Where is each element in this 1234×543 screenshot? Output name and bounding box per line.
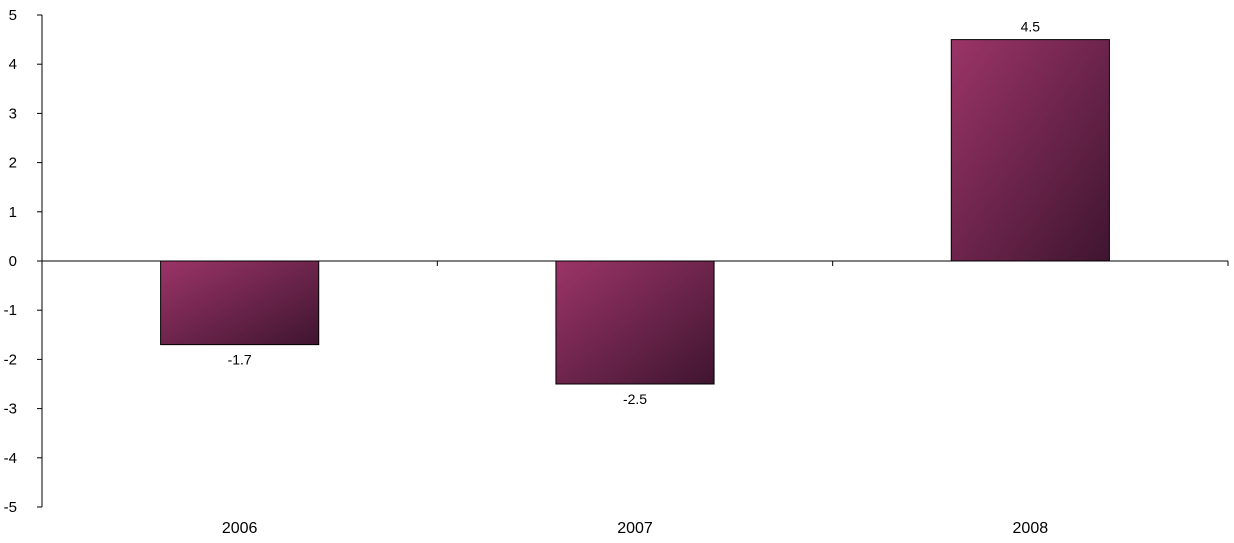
y-tick-label: 5 bbox=[9, 7, 17, 24]
y-tick-label: 1 bbox=[9, 204, 17, 221]
x-tick-label-2007: 2007 bbox=[617, 520, 653, 537]
bars bbox=[160, 39, 1110, 385]
y-tick-label: -1 bbox=[4, 302, 17, 319]
y-tick-label: -5 bbox=[4, 499, 17, 516]
y-tick-label: -4 bbox=[4, 450, 17, 467]
y-tick-label: 3 bbox=[9, 105, 17, 122]
data-label-2007: -2.5 bbox=[623, 391, 647, 407]
y-tick-label: -3 bbox=[4, 401, 17, 418]
x-tick-label-2006: 2006 bbox=[222, 520, 258, 537]
y-tick-label: 4 bbox=[9, 56, 17, 73]
bar-2008 bbox=[950, 39, 1110, 262]
data-label-2006: -1.7 bbox=[228, 352, 252, 368]
y-tick-label: 0 bbox=[9, 253, 17, 270]
data-label-2008: 4.5 bbox=[1021, 19, 1041, 35]
labels: -5 -4 -3 -2 -1 0 1 2 3 4 5 -1.7 2006 -2.5 2007 4.5 2008 bbox=[4, 7, 1049, 537]
y-tick-label: 2 bbox=[9, 155, 17, 172]
x-tick-label-2008: 2008 bbox=[1013, 520, 1049, 537]
bar-2007 bbox=[555, 260, 715, 385]
y-tick-label: -2 bbox=[4, 351, 17, 368]
bar-2006 bbox=[160, 260, 320, 346]
